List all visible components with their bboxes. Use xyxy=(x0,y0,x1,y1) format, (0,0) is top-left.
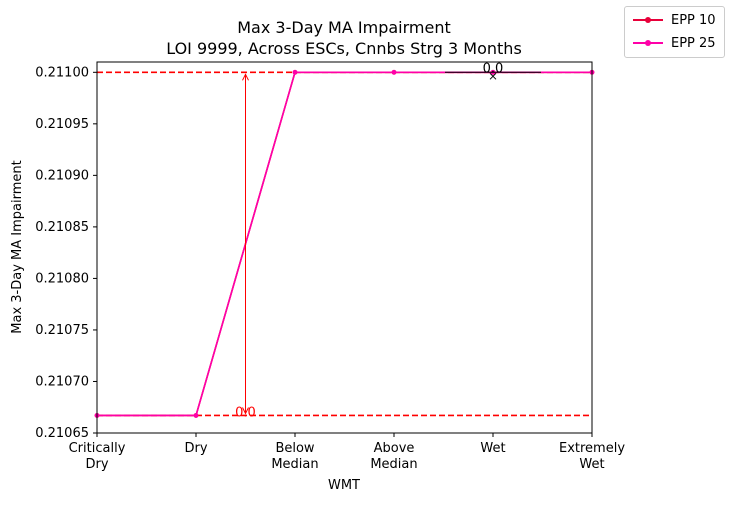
x-tick-label: Wet xyxy=(480,441,505,456)
annotation-label: 0.0 xyxy=(483,61,504,76)
y-tick-label: 0.21075 xyxy=(35,323,89,338)
plot-frame xyxy=(96,61,593,434)
data-point xyxy=(391,69,397,75)
data-point xyxy=(292,69,298,75)
annotation-arrowhead xyxy=(242,407,249,415)
legend-swatch-epp-25 xyxy=(633,37,663,49)
annotation-marker xyxy=(489,72,497,80)
legend-swatch-epp-10 xyxy=(633,14,663,26)
x-axis-label: WMT xyxy=(328,478,360,493)
x-tick-label: Critically Dry xyxy=(69,441,126,472)
x-tick-label: Above Median xyxy=(370,441,417,472)
x-tick-label: Below Median xyxy=(271,441,318,472)
y-tick-label: 0.21070 xyxy=(35,374,89,389)
plot-area: 0.0 0.0 0.21065 0.21070 0.21075 0.21080 0.2108… xyxy=(35,61,625,472)
legend-item-epp-10: EPP 10 xyxy=(633,11,716,29)
annotation-arrowhead xyxy=(242,73,249,81)
series-line xyxy=(97,71,592,417)
y-tick-label: 0.21100 xyxy=(35,65,89,80)
y-axis-label: Max 3-Day MA Impairment xyxy=(10,160,25,333)
data-point xyxy=(193,413,199,418)
x-tick-label: Extremely Wet xyxy=(559,441,625,472)
legend-label-epp-25: EPP 25 xyxy=(671,35,716,51)
y-tick-label: 0.21095 xyxy=(35,117,89,132)
y-tick-label: 0.21085 xyxy=(35,220,89,235)
chart-title: Max 3-Day MA Impairment xyxy=(237,18,450,37)
legend-item-epp-25: EPP 25 xyxy=(633,34,716,52)
y-tick-label: 0.21090 xyxy=(35,168,89,183)
x-tick-label: Dry xyxy=(184,441,207,456)
legend: EPP 10 EPP 25 xyxy=(624,6,725,58)
legend-label-epp-10: EPP 10 xyxy=(671,12,716,28)
chart-subtitle: LOI 9999, Across ESCs, Cnnbs Strg 3 Mont… xyxy=(166,39,522,58)
y-tick-label: 0.21080 xyxy=(35,271,89,286)
y-tick-label: 0.21065 xyxy=(35,426,89,441)
series-line xyxy=(97,71,592,417)
annotation-label: 0.0 xyxy=(235,405,256,420)
